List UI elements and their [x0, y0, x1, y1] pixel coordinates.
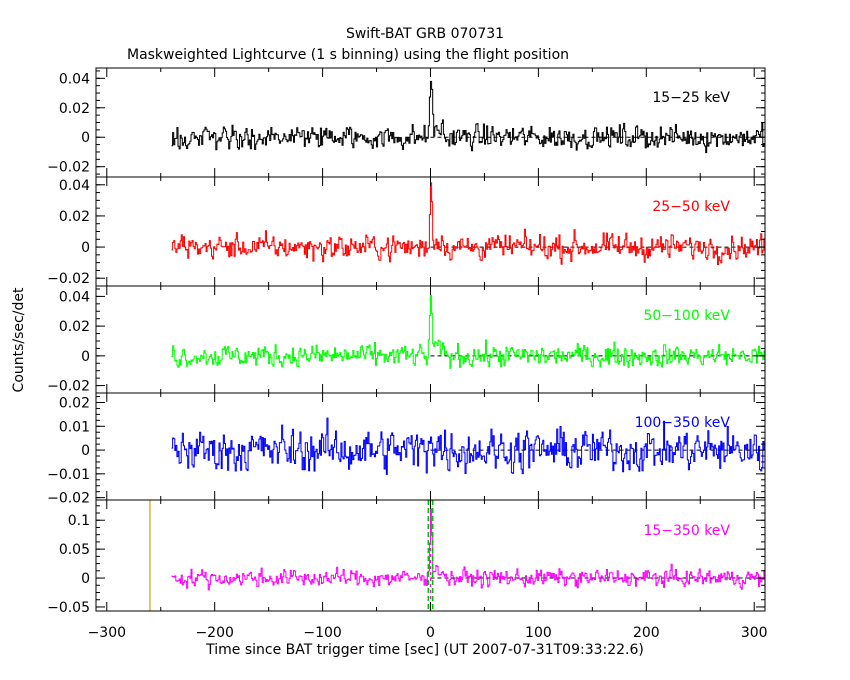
x-axis-label: Time since BAT trigger time [sec] (UT 20… — [205, 642, 644, 658]
panel-1: −0.02 0 0.02 0.04 15−25 keV — [47, 67, 766, 178]
band-label: 25−50 keV — [652, 199, 730, 215]
panel-3-plot-area — [171, 294, 765, 369]
panel-1-plot-area — [171, 80, 765, 154]
y-tick-label: 0.04 — [59, 71, 90, 87]
series-line-3 — [171, 294, 765, 369]
series-line-4 — [171, 417, 765, 475]
y-tick-label: −0.02 — [47, 491, 90, 507]
series-line-1 — [171, 80, 765, 154]
panel-2-plot-area — [171, 182, 765, 265]
panels-group: −0.02 0 0.02 0.04 15−25 keV −0.02 0 0.02 0.04 25−… — [47, 67, 768, 641]
x-tick-label: 100 — [525, 625, 552, 641]
y-tick-label: 0.02 — [59, 396, 90, 412]
y-tick-label: 0.02 — [59, 319, 90, 335]
y-tick-label: 0.04 — [59, 178, 90, 194]
series-line-2 — [171, 182, 765, 265]
x-tick-label: 0 — [426, 625, 435, 641]
y-tick-label: 0 — [81, 130, 90, 146]
panel-5-plot-area — [149, 500, 765, 611]
chart-title: Swift-BAT GRB 070731 — [346, 26, 504, 42]
y-tick-label: −0.01 — [47, 467, 90, 483]
y-tick-label: −0.02 — [47, 160, 90, 176]
y-tick-label: 0.02 — [59, 209, 90, 225]
panel-5: −0.05 0 0.05 0.1 15−350 keV — [47, 499, 766, 616]
y-tick-label: −0.02 — [47, 271, 90, 287]
y-axis-label: Counts/sec/det — [11, 287, 27, 392]
y-tick-label: 0.1 — [68, 513, 90, 529]
series-line-5 — [171, 508, 765, 591]
band-label: 15−25 keV — [652, 90, 730, 106]
band-label: 50−100 keV — [643, 308, 730, 324]
y-tick-label: 0 — [81, 443, 90, 459]
panel-2: −0.02 0 0.02 0.04 25−50 keV — [47, 176, 766, 287]
y-tick-label: 0.01 — [59, 419, 90, 435]
y-tick-label: 0 — [81, 571, 90, 587]
x-tick-label: 200 — [633, 625, 660, 641]
y-tick-label: −0.02 — [47, 379, 90, 395]
x-tick-label: 300 — [741, 625, 768, 641]
y-tick-label: 0.02 — [59, 101, 90, 117]
y-tick-label: 0 — [81, 240, 90, 256]
x-tick-label: −300 — [88, 625, 126, 641]
y-tick-label: 0.05 — [59, 542, 90, 558]
x-tick-label: −200 — [195, 625, 233, 641]
panel-4: −0.02 −0.01 0 0.01 0.02 100−350 keV — [47, 392, 766, 507]
panel-3: −0.02 0 0.02 0.04 50−100 keV — [47, 285, 766, 395]
y-tick-label: 0 — [81, 349, 90, 365]
chart-subtitle: Maskweighted Lightcurve (1 s binning) us… — [127, 47, 569, 63]
panel-4-plot-area — [171, 417, 765, 475]
x-tick-label: −100 — [303, 625, 341, 641]
band-label: 15−350 keV — [643, 523, 730, 539]
y-tick-label: 0.04 — [59, 289, 90, 305]
y-tick-label: −0.05 — [47, 600, 90, 616]
band-label: 100−350 keV — [635, 415, 731, 431]
